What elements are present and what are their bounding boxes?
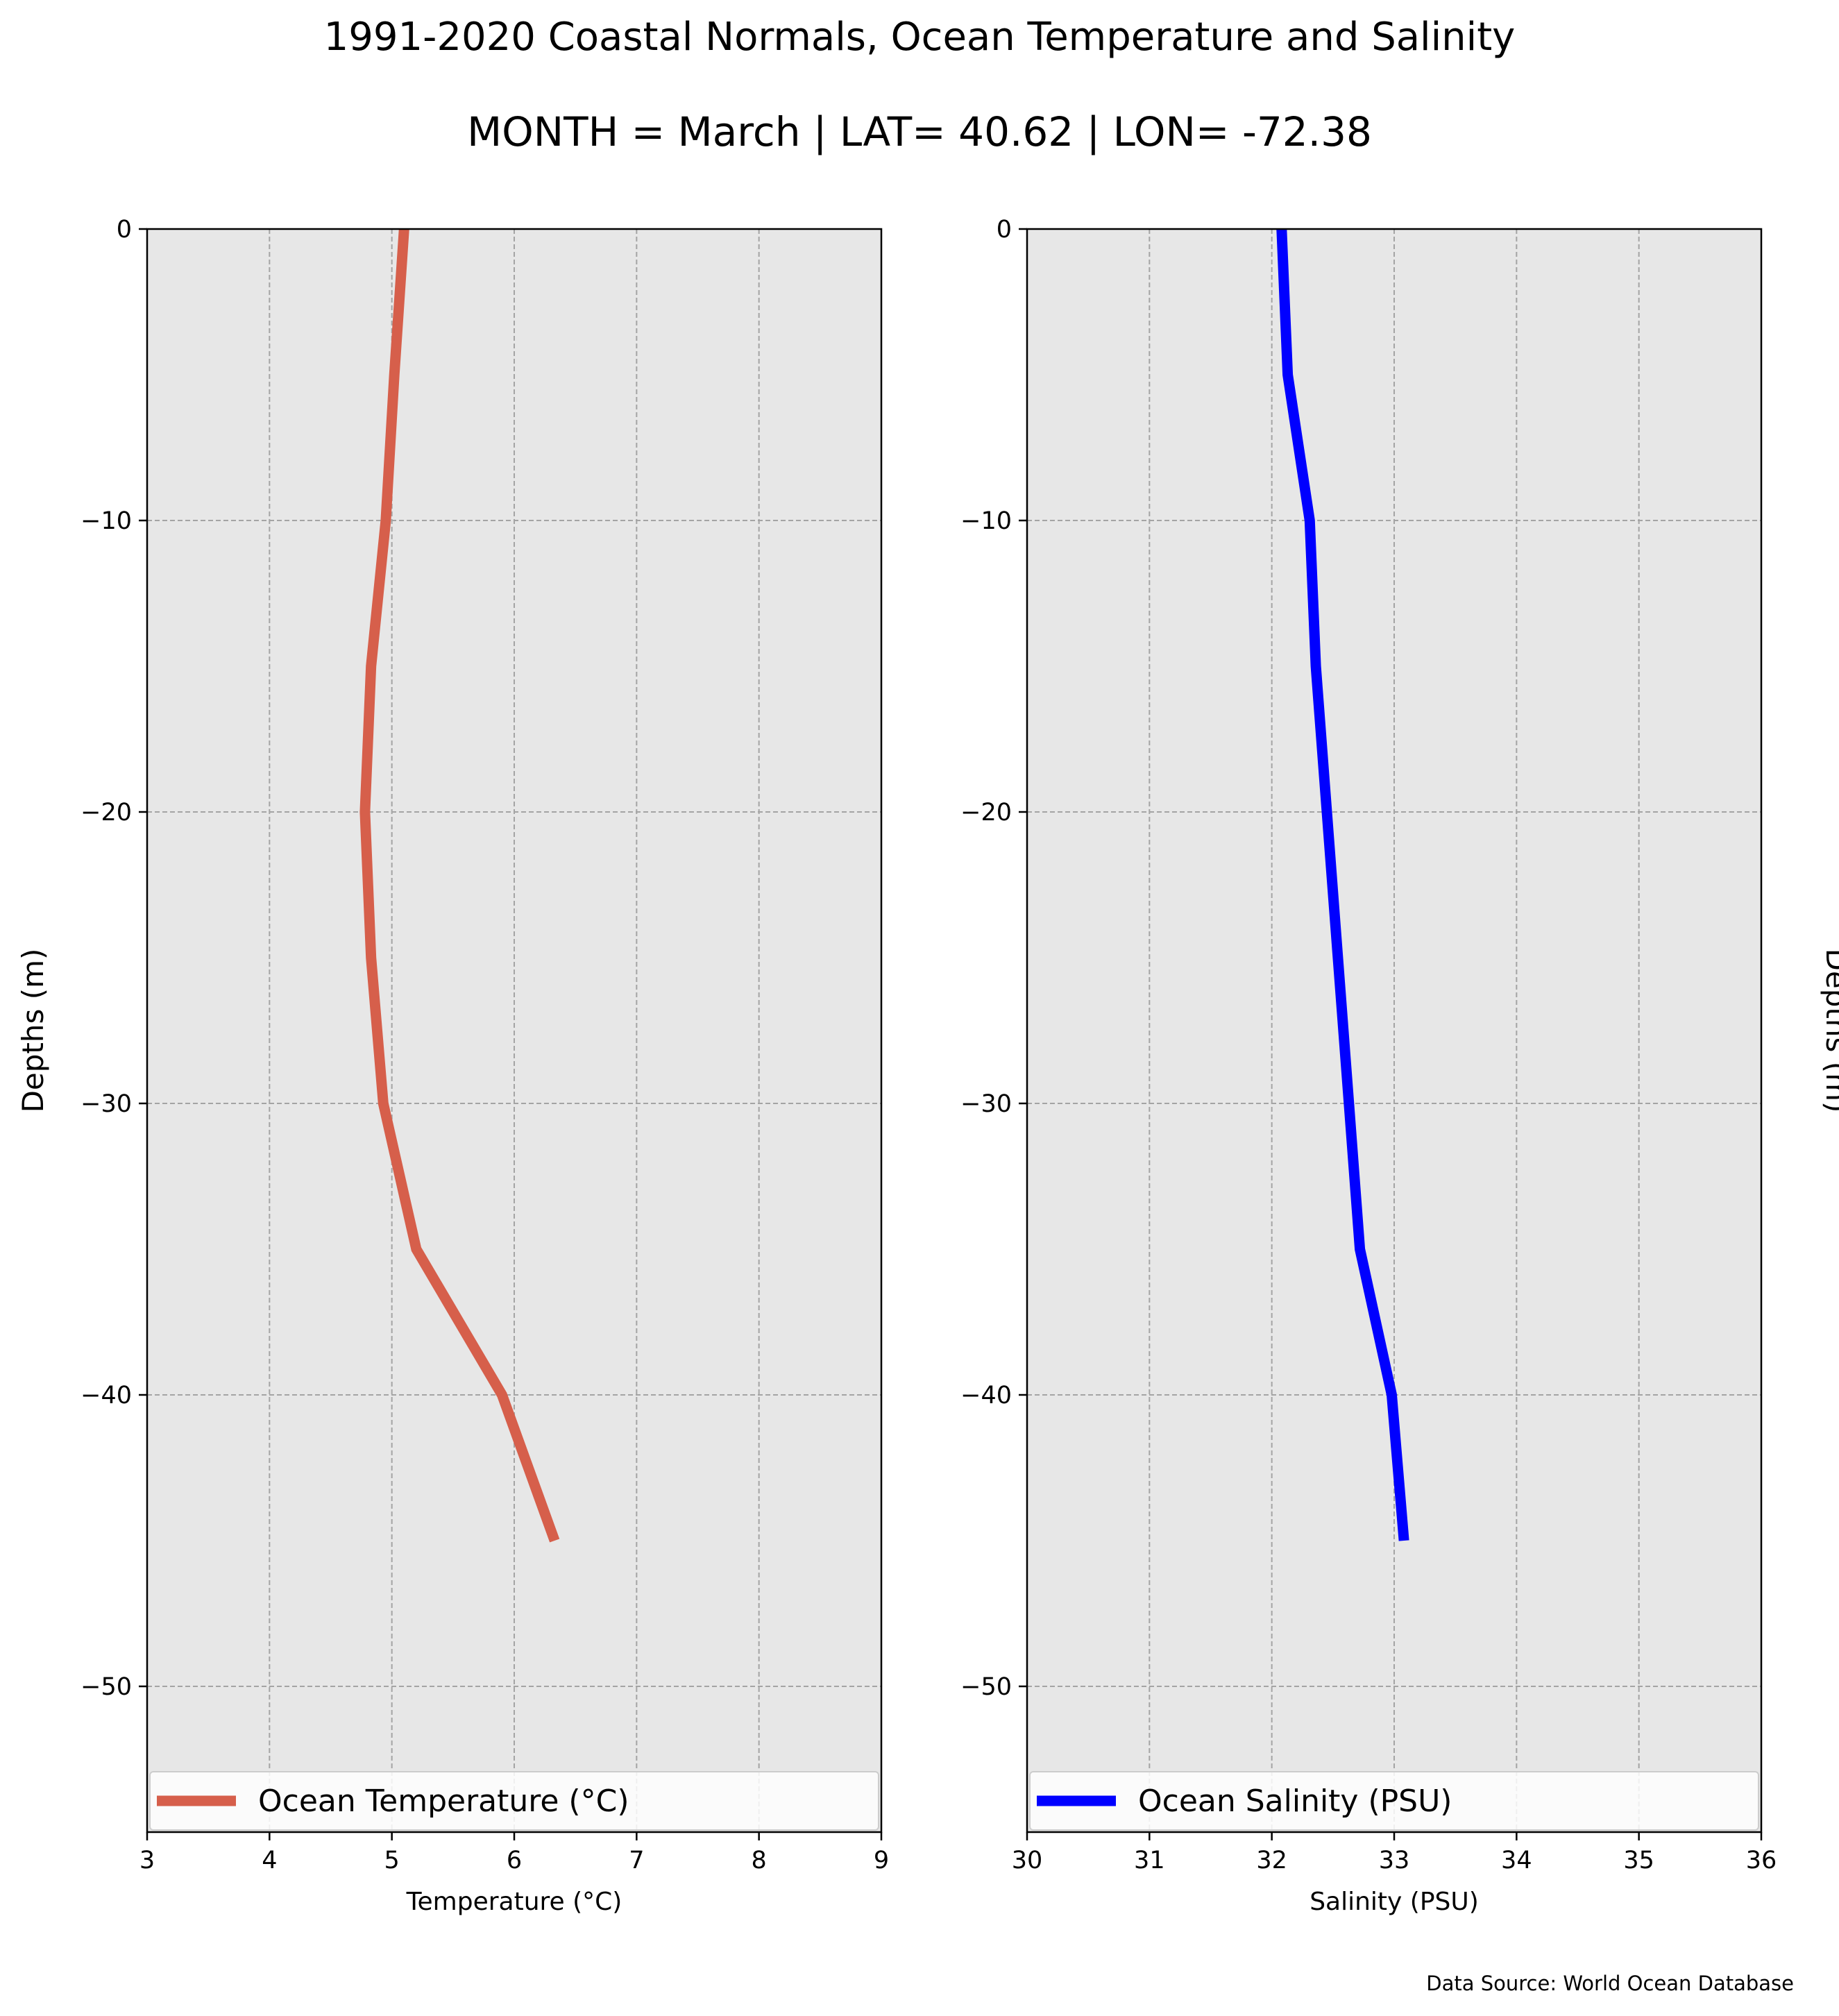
salinity-y-tick-label: −40 [960, 1382, 1012, 1409]
salinity-x-tick-label: 35 [1623, 1847, 1654, 1874]
salinity-y-tick-label: −50 [960, 1673, 1012, 1701]
salinity-series-line-0 [1276, 228, 1409, 1541]
salinity-x-tick-label: 34 [1501, 1847, 1532, 1874]
temperature-x-tick-label: 5 [384, 1847, 400, 1874]
salinity-legend: Ocean Salinity (PSU) [1029, 1771, 1759, 1831]
temperature-x-axis-label: Temperature (°C) [406, 1888, 622, 1916]
temperature-legend: Ocean Temperature (°C) [149, 1771, 879, 1831]
salinity-x-tick-label: 31 [1134, 1847, 1165, 1874]
chart-title: 1991-2020 Coastal Normals, Ocean Tempera… [324, 15, 1516, 60]
temperature-x-tick-label: 9 [874, 1847, 889, 1874]
temperature-x-tick-label: 3 [139, 1847, 155, 1874]
salinity-y-tick-label: −20 [960, 799, 1012, 827]
temperature-x-tick-label: 6 [507, 1847, 522, 1874]
temperature-y-tick-label: −10 [80, 507, 132, 535]
temperature-series-line-0 [359, 228, 560, 1543]
chart-subtitle: MONTH = March | LAT= 40.62 | LON= -72.38 [467, 108, 1372, 155]
temperature-panel: 3 4 5 6 7 8 9 0 −10 −20 −30 −40 −50 Temperature (°C) D… [16, 216, 889, 1916]
temperature-legend-box [149, 1771, 879, 1831]
temperature-y-axis-label: Depths (m) [16, 949, 50, 1113]
salinity-legend-box [1029, 1771, 1759, 1831]
data-source-note: Data Source: World Ocean Database [1426, 1972, 1794, 1995]
temperature-legend-label: Ocean Temperature (°C) [258, 1784, 629, 1819]
temperature-y-tick-label: −50 [80, 1673, 132, 1701]
salinity-x-axis-label: Salinity (PSU) [1310, 1888, 1479, 1916]
salinity-x-tick-label: 30 [1012, 1847, 1043, 1874]
temperature-y-tick-label: −30 [80, 1090, 132, 1118]
temperature-x-tick-label: 4 [262, 1847, 277, 1874]
salinity-x-tick-label: 36 [1746, 1847, 1777, 1874]
temperature-x-tick-label: 7 [629, 1847, 644, 1874]
salinity-y-tick-label: −10 [960, 507, 1012, 535]
salinity-panel: 30 31 32 33 34 35 36 0 −10 −20 −30 −40 −50 Salinity (… [960, 216, 1839, 1916]
salinity-y-tick-label: 0 [997, 216, 1012, 244]
salinity-y-tick-label: −30 [960, 1090, 1012, 1118]
temperature-x-tick-label: 8 [752, 1847, 767, 1874]
temperature-y-tick-label: −20 [80, 799, 132, 827]
salinity-x-tick-label: 32 [1256, 1847, 1287, 1874]
salinity-legend-label: Ocean Salinity (PSU) [1138, 1784, 1452, 1819]
salinity-y-axis-label: Depths (m) [1820, 949, 1839, 1113]
salinity-x-tick-label: 33 [1379, 1847, 1410, 1874]
temperature-y-tick-label: 0 [117, 216, 132, 244]
temperature-y-tick-label: −40 [80, 1382, 132, 1409]
